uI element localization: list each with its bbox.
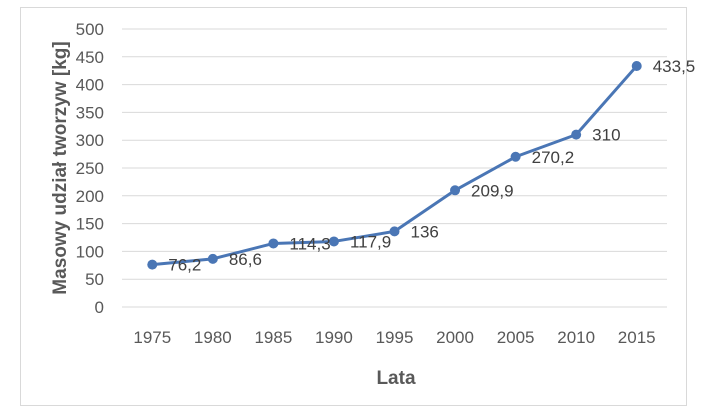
data-label: 433,5 (653, 57, 696, 76)
y-tick-label: 250 (76, 159, 104, 178)
data-point (571, 129, 582, 140)
chart-frame (20, 7, 687, 406)
y-tick-label: 500 (76, 20, 104, 39)
x-axis-ticks: 1975 1980 1985 1990 1995 2000 2005 2010 2015 (133, 328, 655, 347)
y-tick-label: 100 (76, 242, 104, 261)
x-tick-label: 1990 (315, 328, 353, 347)
x-tick-label: 2015 (618, 328, 656, 347)
data-label: 114,3 (289, 234, 330, 253)
x-tick-label: 1980 (194, 328, 232, 347)
y-tick-label: 50 (85, 270, 104, 289)
x-tick-label: 1975 (133, 328, 171, 347)
data-label: 209,9 (471, 181, 514, 200)
data-point (328, 236, 339, 247)
data-label: 117,9 (350, 232, 391, 251)
data-point (631, 60, 642, 71)
data-point (510, 151, 521, 162)
y-axis-title: Masowy udział tworzyw [kg] (50, 41, 71, 294)
data-point (268, 238, 279, 249)
y-tick-label: 150 (76, 215, 104, 234)
x-tick-label: 1995 (376, 328, 414, 347)
data-point (389, 226, 400, 237)
gridlines (122, 28, 667, 308)
y-tick-label: 200 (76, 187, 104, 206)
x-tick-label: 2010 (557, 328, 595, 347)
data-labels: 76,2 86,6 114,3 117,9 136 209,9 270,2 310 433,5 (168, 57, 695, 275)
data-point (207, 253, 218, 264)
data-label: 76,2 (168, 256, 201, 275)
data-point (450, 185, 461, 196)
x-tick-label: 2005 (497, 328, 535, 347)
y-tick-label: 450 (76, 48, 104, 67)
data-label: 270,2 (532, 148, 575, 167)
y-tick-label: 0 (95, 298, 104, 317)
data-label: 136 (411, 222, 439, 241)
x-axis-title: Lata (376, 368, 416, 389)
x-tick-label: 2000 (436, 328, 474, 347)
y-tick-label: 300 (76, 131, 104, 150)
data-label: 310 (592, 126, 620, 145)
data-label: 86,6 (229, 250, 262, 269)
y-tick-label: 400 (76, 76, 104, 95)
x-tick-label: 1985 (254, 328, 292, 347)
y-axis-ticks: 0 50 100 150 200 250 300 350 400 450 500 (76, 20, 104, 317)
data-points (147, 60, 642, 270)
y-tick-label: 350 (76, 103, 104, 122)
data-point (147, 259, 158, 270)
